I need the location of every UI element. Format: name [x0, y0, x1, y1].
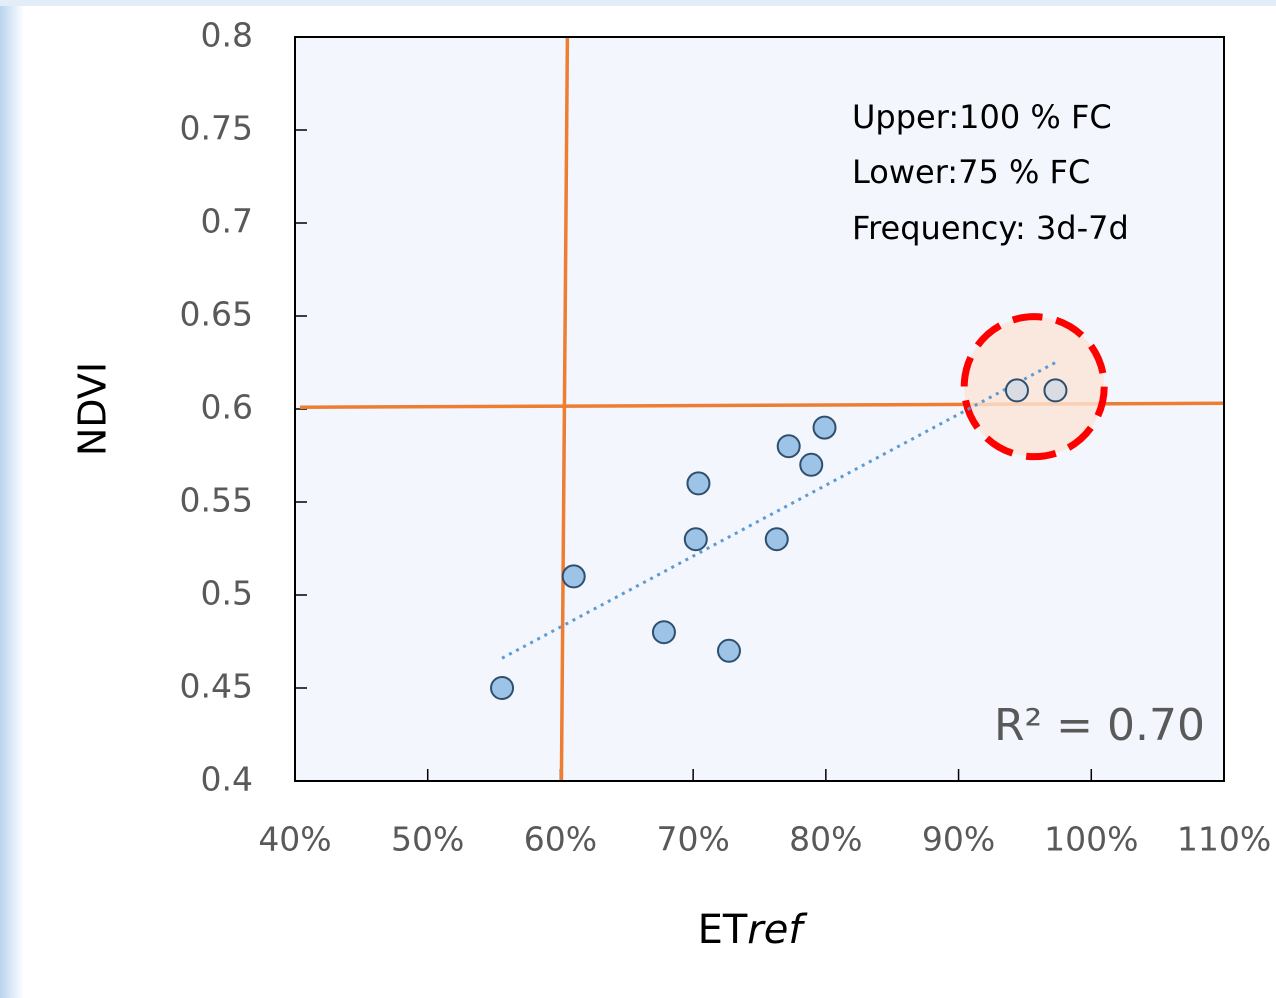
x-tick-label: 50%: [391, 820, 464, 859]
annotation: Frequency: 3d-7d: [852, 209, 1129, 247]
y-tick-label: 0.75: [180, 109, 253, 148]
x-tick-label: 60%: [524, 820, 597, 859]
y-axis-label: NDVI: [71, 362, 115, 456]
point: [561, 564, 586, 589]
frame-edge: [0, 0, 24, 998]
x-tick-label: 70%: [656, 820, 729, 859]
point: [686, 471, 711, 496]
trendline: [501, 361, 1057, 660]
x-label-main: ET: [698, 907, 748, 953]
point: [776, 434, 801, 459]
x-tick-label: 110%: [1177, 820, 1271, 859]
point: [651, 620, 676, 645]
y-tick-label: 0.45: [180, 667, 253, 706]
point: [812, 415, 837, 440]
annotation: Lower:75 % FC: [852, 153, 1090, 191]
x-tick-label: 90%: [922, 820, 995, 859]
y-tick-label: 0.8: [201, 16, 253, 55]
point: [799, 452, 824, 477]
y-tick-label: 0.7: [201, 202, 253, 241]
x-axis-label: ETref: [698, 907, 809, 953]
frame-top: [0, 0, 1276, 6]
x-tick-label: 80%: [789, 820, 862, 859]
y-tick-label: 0.5: [201, 574, 253, 613]
x-tick-label: 100%: [1044, 820, 1138, 859]
point: [490, 676, 515, 700]
y-tick-label: 0.65: [180, 295, 253, 334]
point: [764, 527, 789, 552]
point: [1043, 378, 1068, 403]
y-tick-label: 0.6: [201, 388, 253, 427]
x-tick-label: 40%: [258, 820, 331, 859]
y-tick-label: 0.55: [180, 481, 253, 520]
highlight-circle: [960, 313, 1108, 461]
plot-frame: [294, 36, 1225, 782]
point: [683, 527, 708, 552]
x-label-italic: ref: [747, 907, 808, 953]
point: [1004, 378, 1029, 403]
reference-line-vertical: [559, 36, 570, 782]
point: [716, 638, 741, 663]
annotation: Upper:100 % FC: [852, 98, 1112, 136]
r2-label: R² = 0.70: [994, 700, 1205, 751]
y-tick-label: 0.4: [201, 760, 253, 799]
